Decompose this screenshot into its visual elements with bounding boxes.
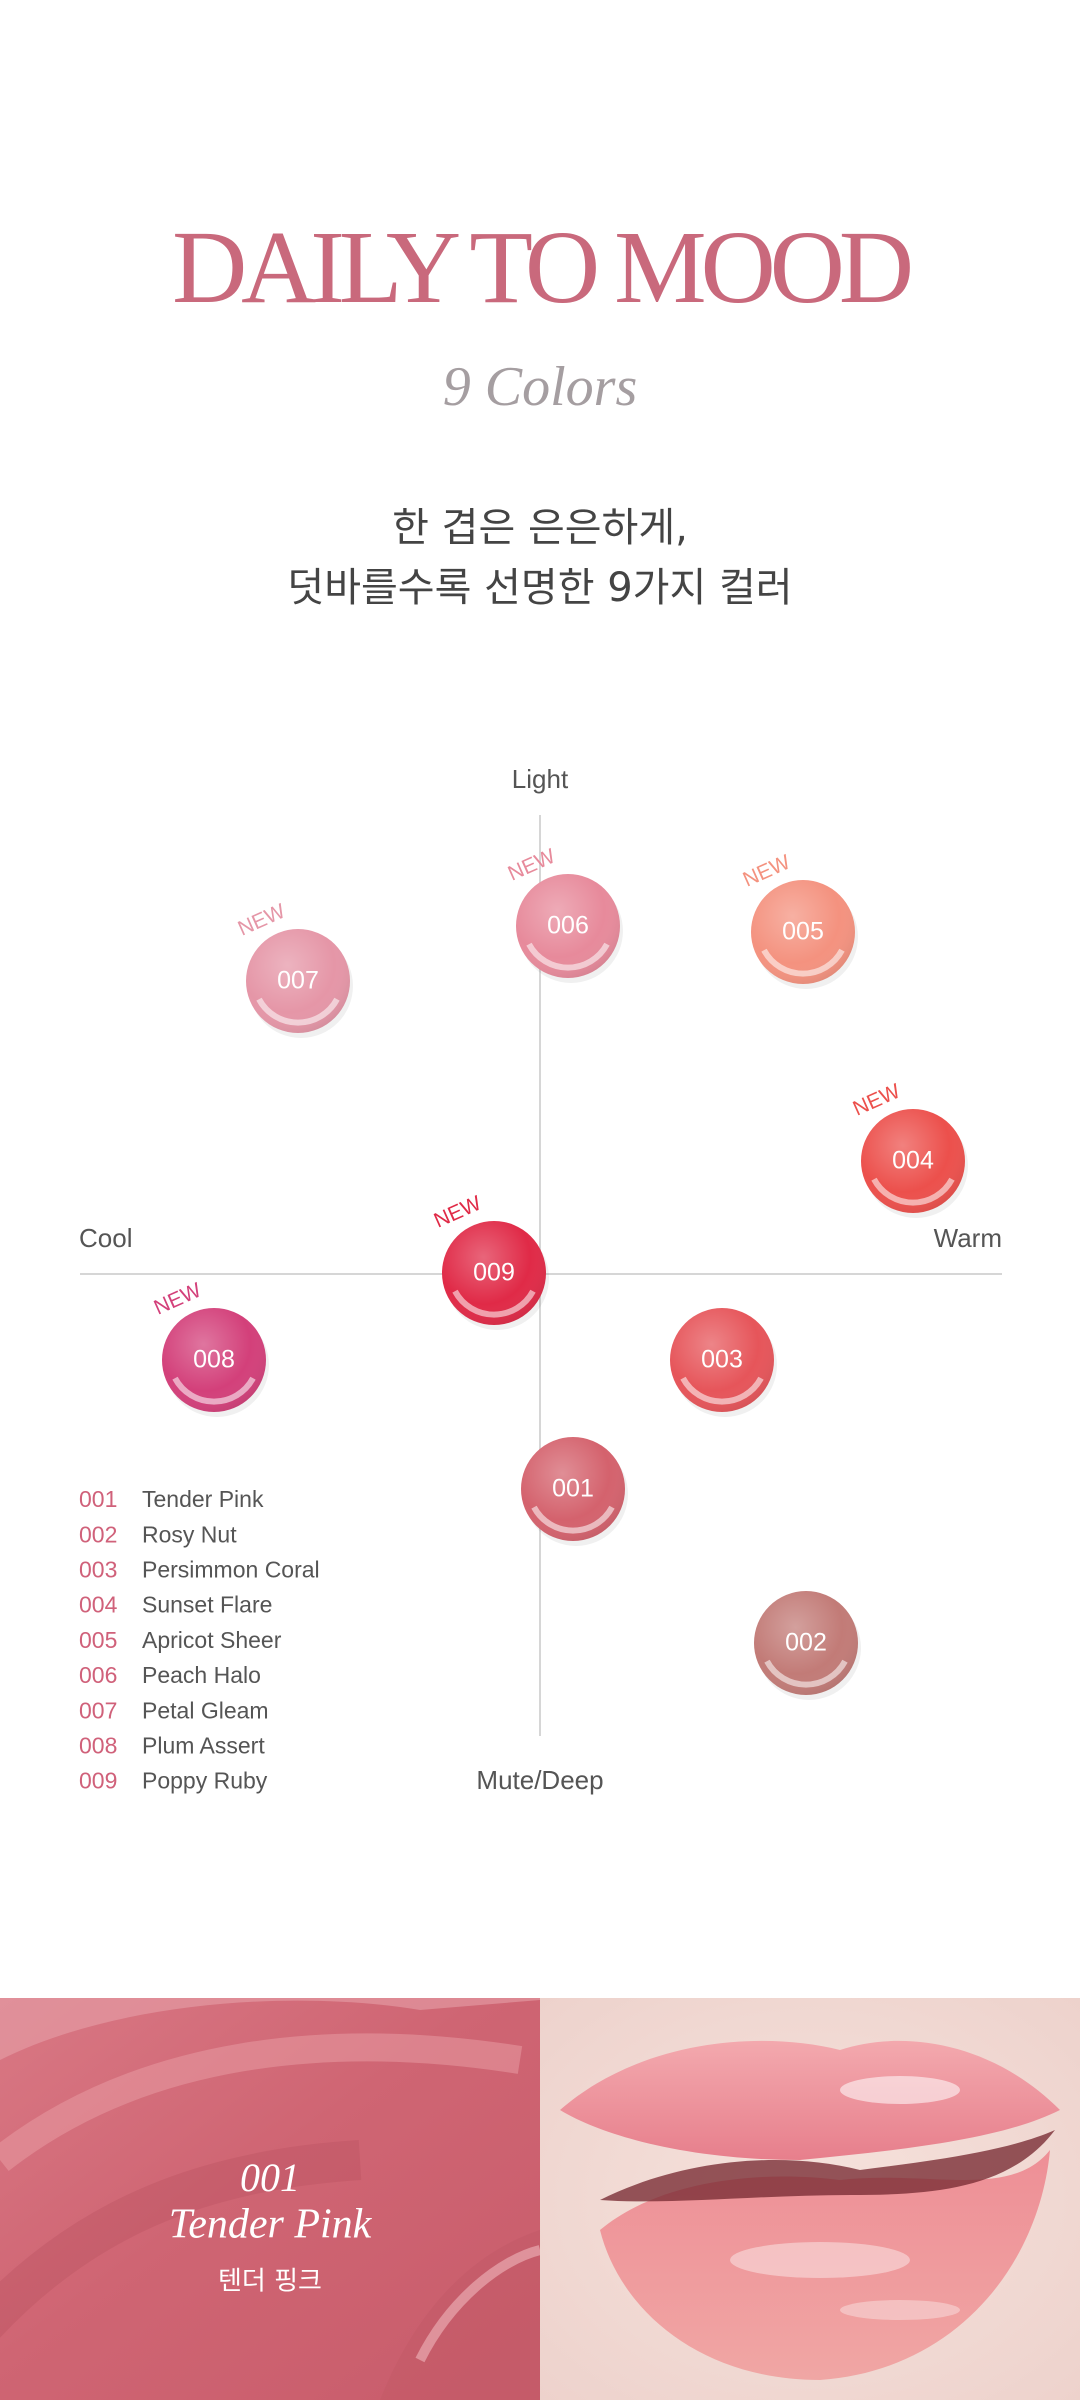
swatch-code: 004 [892,1147,934,1175]
swatch: 003 [670,1308,777,1417]
swatch-shade [246,929,350,1033]
swatch-code: 007 [277,967,319,995]
axis-label-left: Cool [79,1223,132,1253]
feature-lips-photo [540,1998,1080,2400]
title: DAILY TO MOOD [172,210,910,325]
swatch: 001 [521,1437,628,1546]
feature-name-ko: 텐더 핑크 [218,2267,322,2297]
legend-code: 005 [79,1627,117,1653]
swatch-gloss [172,1376,256,1405]
swatch-gloss [764,1659,848,1688]
swatch-code: 006 [547,912,589,940]
legend-code: 006 [79,1662,117,1688]
legend-name: Persimmon Coral [142,1556,320,1582]
swatch-shade [861,1109,965,1213]
swatch-gloss [452,1289,536,1318]
description-line: 덧바를수록 선명한 9가지 컬러 [287,565,792,611]
legend-name: Tender Pink [142,1486,264,1512]
swatch-gloss [531,1505,615,1534]
swatch-gloss [871,1177,955,1206]
legend-name: Peach Halo [142,1662,261,1688]
swatch-shade [162,1308,266,1412]
swatch: 002 [754,1591,861,1700]
legend-code: 002 [79,1521,117,1547]
swatch-code: 008 [193,1346,235,1374]
swatch-gloss [680,1376,764,1405]
subtitle: 9 Colors [443,356,638,418]
swatch-code: 003 [701,1346,743,1374]
legend-code: 009 [79,1768,117,1794]
feature-texture [0,1998,542,2400]
legend-name: Sunset Flare [142,1592,272,1618]
axis-label-right: Warm [934,1223,1002,1253]
swatch-shade [516,874,620,978]
legend-code: 001 [79,1486,117,1512]
axis-label-top: Light [512,764,569,794]
legend: 001 Tender Pink 002 Rosy Nut 003 Persimmon Co… [79,1486,320,1794]
legend-code: 004 [79,1592,118,1618]
swatch-code: 002 [785,1629,827,1657]
feature-code: 001 [240,2155,300,2200]
axis-label-bottom: Mute/Deep [476,1765,603,1795]
swatch-group: 001002003004NEW005NEW006NEW007NEW008NEW0… [151,845,968,1700]
legend-name: Rosy Nut [142,1521,237,1547]
legend-code: 008 [79,1732,117,1758]
legend-name: Poppy Ruby [142,1768,268,1794]
swatch-code: 009 [473,1259,515,1287]
swatch-code: 001 [552,1475,594,1503]
swatch-shade [442,1221,546,1325]
swatch-gloss [256,997,340,1026]
swatch-shade [751,880,855,984]
swatch-gloss [761,948,845,977]
swatch-gloss [526,942,610,971]
legend-name: Plum Assert [142,1732,265,1758]
swatch-shade [754,1591,858,1695]
legend-name: Petal Gleam [142,1697,269,1723]
description-line: 한 겹은 은은하게, [392,505,688,551]
legend-code: 007 [79,1697,117,1723]
feature-name: Tender Pink [169,2202,373,2248]
legend-name: Apricot Sheer [142,1627,282,1653]
legend-code: 003 [79,1556,117,1582]
swatch-shade [521,1437,625,1541]
swatch-shade [670,1308,774,1412]
swatch-code: 005 [782,918,824,946]
